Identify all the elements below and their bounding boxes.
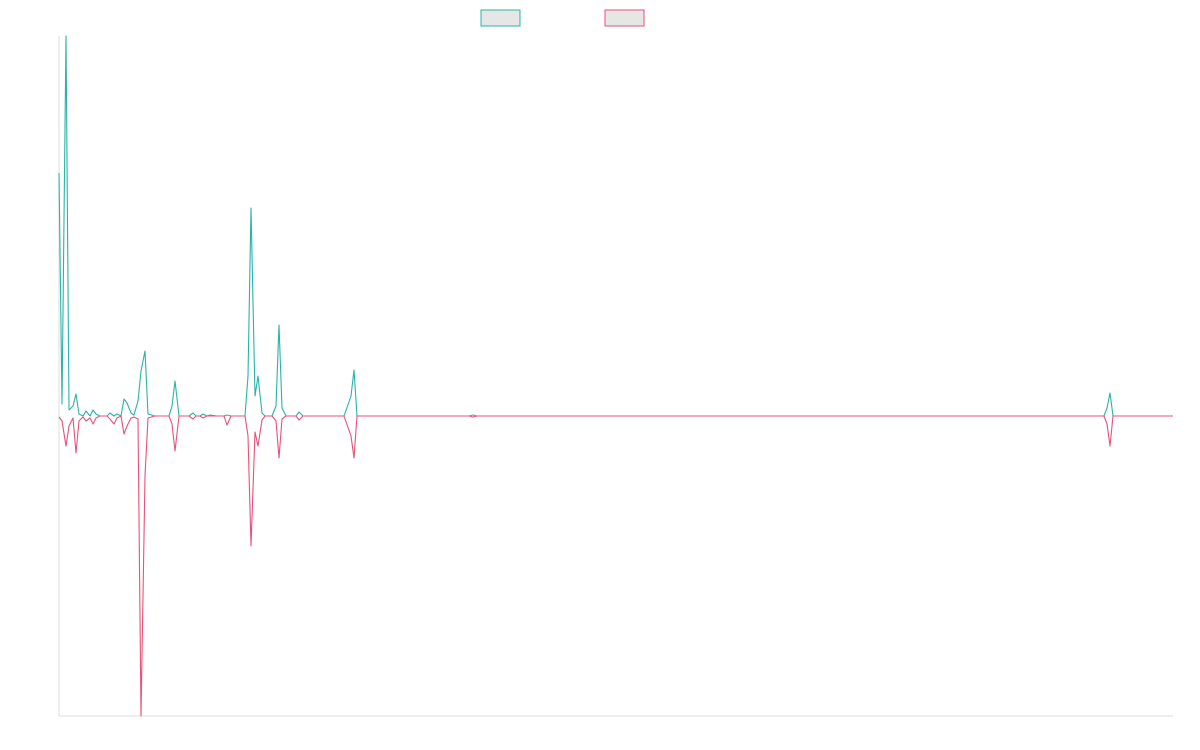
- legend-swatch-2: [604, 9, 645, 27]
- legend-swatch-1: [480, 9, 521, 27]
- legend-item-2[interactable]: [604, 9, 645, 27]
- legend-item-1[interactable]: [480, 9, 521, 27]
- series-line-2: [58, 415, 1173, 717]
- series-layer: [58, 35, 1173, 717]
- legend[interactable]: [480, 9, 645, 27]
- axes: [58, 36, 1173, 717]
- series-line-1: [58, 35, 1173, 417]
